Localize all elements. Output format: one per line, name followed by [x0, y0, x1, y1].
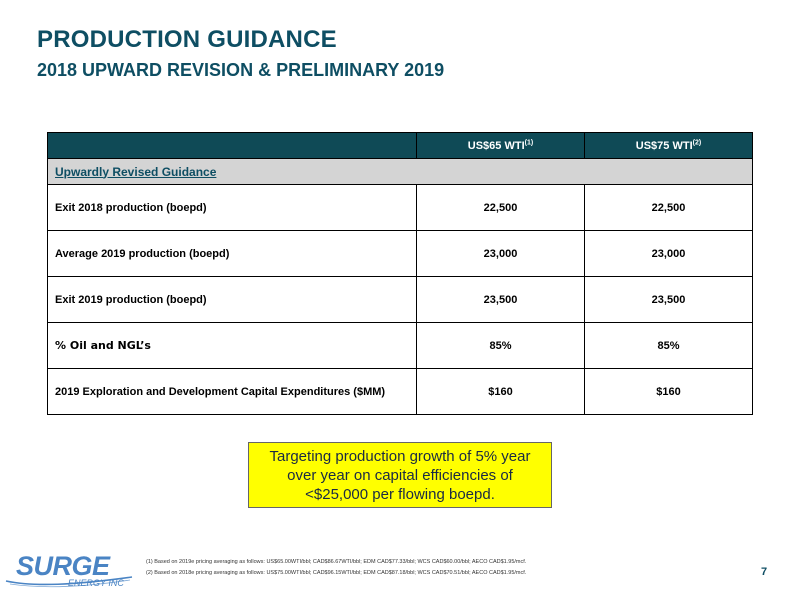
- row-value-us75: $160: [584, 368, 753, 415]
- footnotes: (1) Based on 2019e pricing averaging as …: [146, 557, 526, 579]
- footnote-1: (1) Based on 2019e pricing averaging as …: [146, 559, 527, 565]
- column-header-us65-note: (1): [524, 138, 534, 146]
- section-label: Upwardly Revised Guidance: [55, 164, 217, 179]
- row-value-us65: $160: [416, 368, 585, 415]
- row-value-us65: 85%: [416, 322, 585, 369]
- table-row: Average 2019 production (boepd) 23,000 2…: [47, 230, 753, 277]
- row-label: Average 2019 production (boepd): [47, 230, 417, 277]
- row-value-us65: 23,500: [416, 276, 585, 323]
- row-value-us65: 23,000: [416, 230, 585, 277]
- section-row: Upwardly Revised Guidance: [47, 158, 753, 185]
- table-row: 2019 Exploration and Development Capital…: [47, 368, 753, 415]
- swoosh-icon: [5, 576, 133, 588]
- row-value-us75: 23,500: [584, 276, 753, 323]
- table-row: Exit 2019 production (boepd) 23,500 23,5…: [47, 276, 753, 323]
- table-row: % Oil and NGL’s 85% 85%: [47, 322, 753, 369]
- footnote-2: (2) Based on 2018e pricing averaging as …: [146, 570, 527, 576]
- column-header-us65: US$65 WTI(1): [416, 132, 585, 159]
- row-label: Exit 2018 production (boepd): [47, 184, 417, 231]
- section-cell: Upwardly Revised Guidance: [47, 158, 753, 185]
- table-header-blank: [47, 132, 417, 159]
- row-value-us75: 22,500: [584, 184, 753, 231]
- page-title: PRODUCTION GUIDANCE: [37, 26, 337, 53]
- row-label: % Oil and NGL’s: [47, 322, 417, 369]
- column-header-us75-label: US$75 WTI: [635, 139, 693, 152]
- logo-subtext: ENERGY INC: [68, 578, 124, 588]
- page-number: 7: [761, 566, 768, 578]
- row-value-us75: 85%: [584, 322, 753, 369]
- column-header-us75: US$75 WTI(2): [584, 132, 753, 159]
- highlight-callout: Targeting production growth of 5% year o…: [248, 442, 552, 508]
- row-label: 2019 Exploration and Development Capital…: [47, 368, 417, 415]
- guidance-table: US$65 WTI(1) US$75 WTI(2) Upwardly Revis…: [47, 132, 753, 415]
- column-header-us75-note: (2): [692, 138, 702, 146]
- row-value-us65: 22,500: [416, 184, 585, 231]
- table-header-row: US$65 WTI(1) US$75 WTI(2): [47, 132, 753, 159]
- row-value-us75: 23,000: [584, 230, 753, 277]
- page-subtitle: 2018 UPWARD REVISION & PRELIMINARY 2019: [37, 60, 445, 80]
- company-logo: SURGE ENERGY INC: [4, 551, 134, 593]
- column-header-us65-label: US$65 WTI: [467, 139, 525, 152]
- row-label: Exit 2019 production (boepd): [47, 276, 417, 323]
- logo-wordmark: SURGE: [16, 551, 110, 581]
- callout-text: Targeting production growth of 5% year o…: [269, 447, 531, 503]
- table-row: Exit 2018 production (boepd) 22,500 22,5…: [47, 184, 753, 231]
